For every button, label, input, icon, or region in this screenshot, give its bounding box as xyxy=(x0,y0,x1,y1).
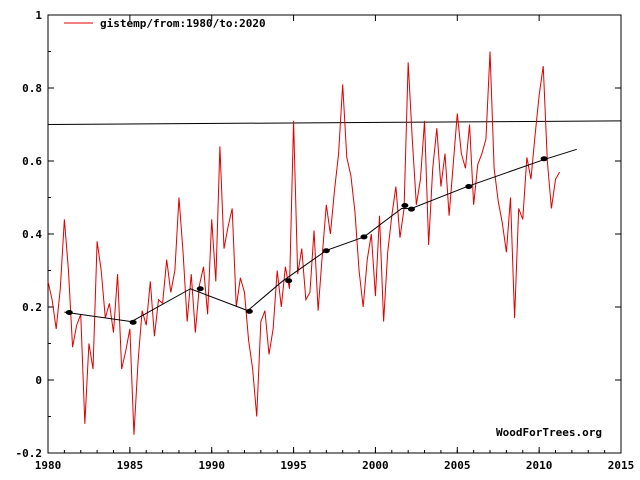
trend-marker xyxy=(129,319,137,325)
y-tick-label: -0.2 xyxy=(16,447,43,460)
x-tick-label: 2005 xyxy=(444,459,471,472)
y-tick-label: 0 xyxy=(35,374,42,387)
x-tick-label: 2010 xyxy=(526,459,553,472)
x-tick-label: 1985 xyxy=(117,459,144,472)
reference-line xyxy=(47,120,622,125)
x-tick-label: 2000 xyxy=(362,459,389,472)
trend-marker xyxy=(540,156,548,162)
trend-marker xyxy=(285,278,293,284)
x-tick-label: 2015 xyxy=(608,459,635,472)
x-tick-label: 1980 xyxy=(35,459,62,472)
y-tick-label: 0.4 xyxy=(22,228,42,241)
trend-marker xyxy=(322,248,330,254)
y-axis: -0.2 0 0.2 0.4 0.6 0.8 1 xyxy=(16,9,621,460)
y-tick-label: 1 xyxy=(35,9,42,22)
trend-marker xyxy=(360,234,368,240)
legend-label: gistemp/from:1980/to:2020 xyxy=(100,17,266,30)
trend-marker xyxy=(196,286,204,292)
legend: gistemp/from:1980/to:2020 xyxy=(64,17,266,30)
watermark: WoodForTrees.org xyxy=(496,426,602,439)
y-tick-label: 0.8 xyxy=(22,82,42,95)
trend-marker xyxy=(65,309,73,315)
y-tick-label: 0.2 xyxy=(22,301,42,314)
trend-marker xyxy=(401,203,409,209)
plot-frame xyxy=(47,14,622,454)
series-line-gistemp xyxy=(47,51,561,435)
trend-marker xyxy=(245,308,253,314)
x-tick-label: 1995 xyxy=(280,459,307,472)
trend-marker xyxy=(465,184,473,190)
series-line-trend xyxy=(64,148,577,323)
x-tick-label: 1990 xyxy=(198,459,225,472)
trend-markers xyxy=(65,156,548,325)
x-axis: 1980 1985 1990 1995 2000 2005 2010 2015 xyxy=(35,15,635,472)
trend-marker xyxy=(407,206,415,212)
y-tick-label: 0.6 xyxy=(22,155,42,168)
